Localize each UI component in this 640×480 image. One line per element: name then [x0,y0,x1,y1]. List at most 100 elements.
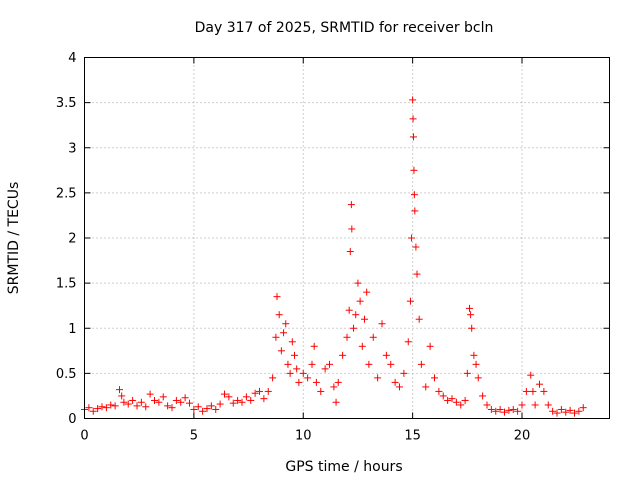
data-point [326,360,333,368]
data-point [321,365,329,373]
data-point [505,406,513,414]
ticks-layer: 0 5 10 15 20 0 0.5 1 1.5 2 2.5 3 3.5 4 [56,51,610,444]
data-point [89,407,97,415]
data-point [234,396,242,404]
data-point [444,396,452,404]
x-tick-label: 20 [514,429,531,444]
data-point [553,409,561,417]
plot-frame [84,57,610,419]
data-point [413,270,421,278]
data-point [155,398,163,406]
y-tick-label: 3 [68,141,76,156]
chart-title: Day 317 of 2025, SRMTID for receiver bcl… [195,20,494,36]
data-point [288,338,296,346]
data-point [304,374,312,382]
data-point [536,380,543,388]
data-point [409,96,417,104]
data-point [461,396,469,404]
data-point [286,369,294,377]
data-point [94,405,102,413]
data-point [396,383,403,391]
data-point [479,392,487,400]
data-point [518,401,526,409]
data-point [181,394,189,402]
data-point [406,297,414,305]
data-point [350,324,358,332]
data-point [212,405,220,413]
data-point [216,400,224,408]
data-point [467,311,475,319]
data-point [310,342,318,350]
data-point [374,374,382,382]
data-point [269,374,277,382]
data-point [317,387,325,395]
data-point [190,405,198,413]
y-tick-label: 2.5 [56,186,77,201]
data-point [579,404,587,412]
x-tick-label: 10 [295,429,312,444]
data-point [509,405,517,413]
data-point [347,201,355,209]
data-point [229,399,237,407]
data-point [400,369,408,377]
y-tick-label: 2 [68,232,76,247]
data-point [221,390,228,398]
grid-layer [84,57,610,419]
data-point [483,401,491,409]
data-point [339,351,347,359]
data-point [111,402,119,410]
data-point [118,392,126,400]
data-point [124,400,132,408]
data-point [544,401,552,409]
data-point [291,351,298,359]
data-point [387,360,395,368]
data-point [120,398,128,406]
data-point [466,304,473,312]
data-point [159,393,167,401]
data-point [284,360,292,368]
data-point [282,320,290,328]
data-point [352,311,360,319]
data-point [299,369,307,377]
data-point [308,360,316,368]
data-point [474,374,482,382]
data-points [81,96,587,417]
data-point [168,404,176,412]
data-point [571,409,578,417]
data-point [203,405,211,413]
data-point [295,378,303,386]
data-point [345,306,353,314]
data-point [358,342,366,350]
y-tick-label: 1.5 [56,277,77,292]
data-point [151,396,158,404]
data-point [472,360,480,368]
data-point [557,405,565,413]
data-point [404,338,412,346]
data-point [172,396,180,404]
data-point [280,329,288,337]
data-point [199,407,207,415]
data-point [275,311,283,319]
data-point [391,378,399,386]
data-point [272,333,280,341]
data-point [346,248,354,256]
data-point [382,351,390,359]
data-point [273,293,281,301]
data-point [492,407,500,415]
y-tick-label: 0.5 [56,367,77,382]
data-point [334,378,342,386]
data-point [365,360,373,368]
data-point [463,369,471,377]
data-point [540,387,548,395]
data-point [186,399,193,407]
x-tick-label: 5 [190,429,198,444]
data-point [501,408,508,416]
data-point [435,387,443,395]
x-axis-label: GPS time / hours [285,459,402,475]
data-point [562,408,570,416]
data-point [85,404,93,412]
data-point [468,324,476,332]
data-point [356,297,364,305]
data-point [575,407,583,415]
